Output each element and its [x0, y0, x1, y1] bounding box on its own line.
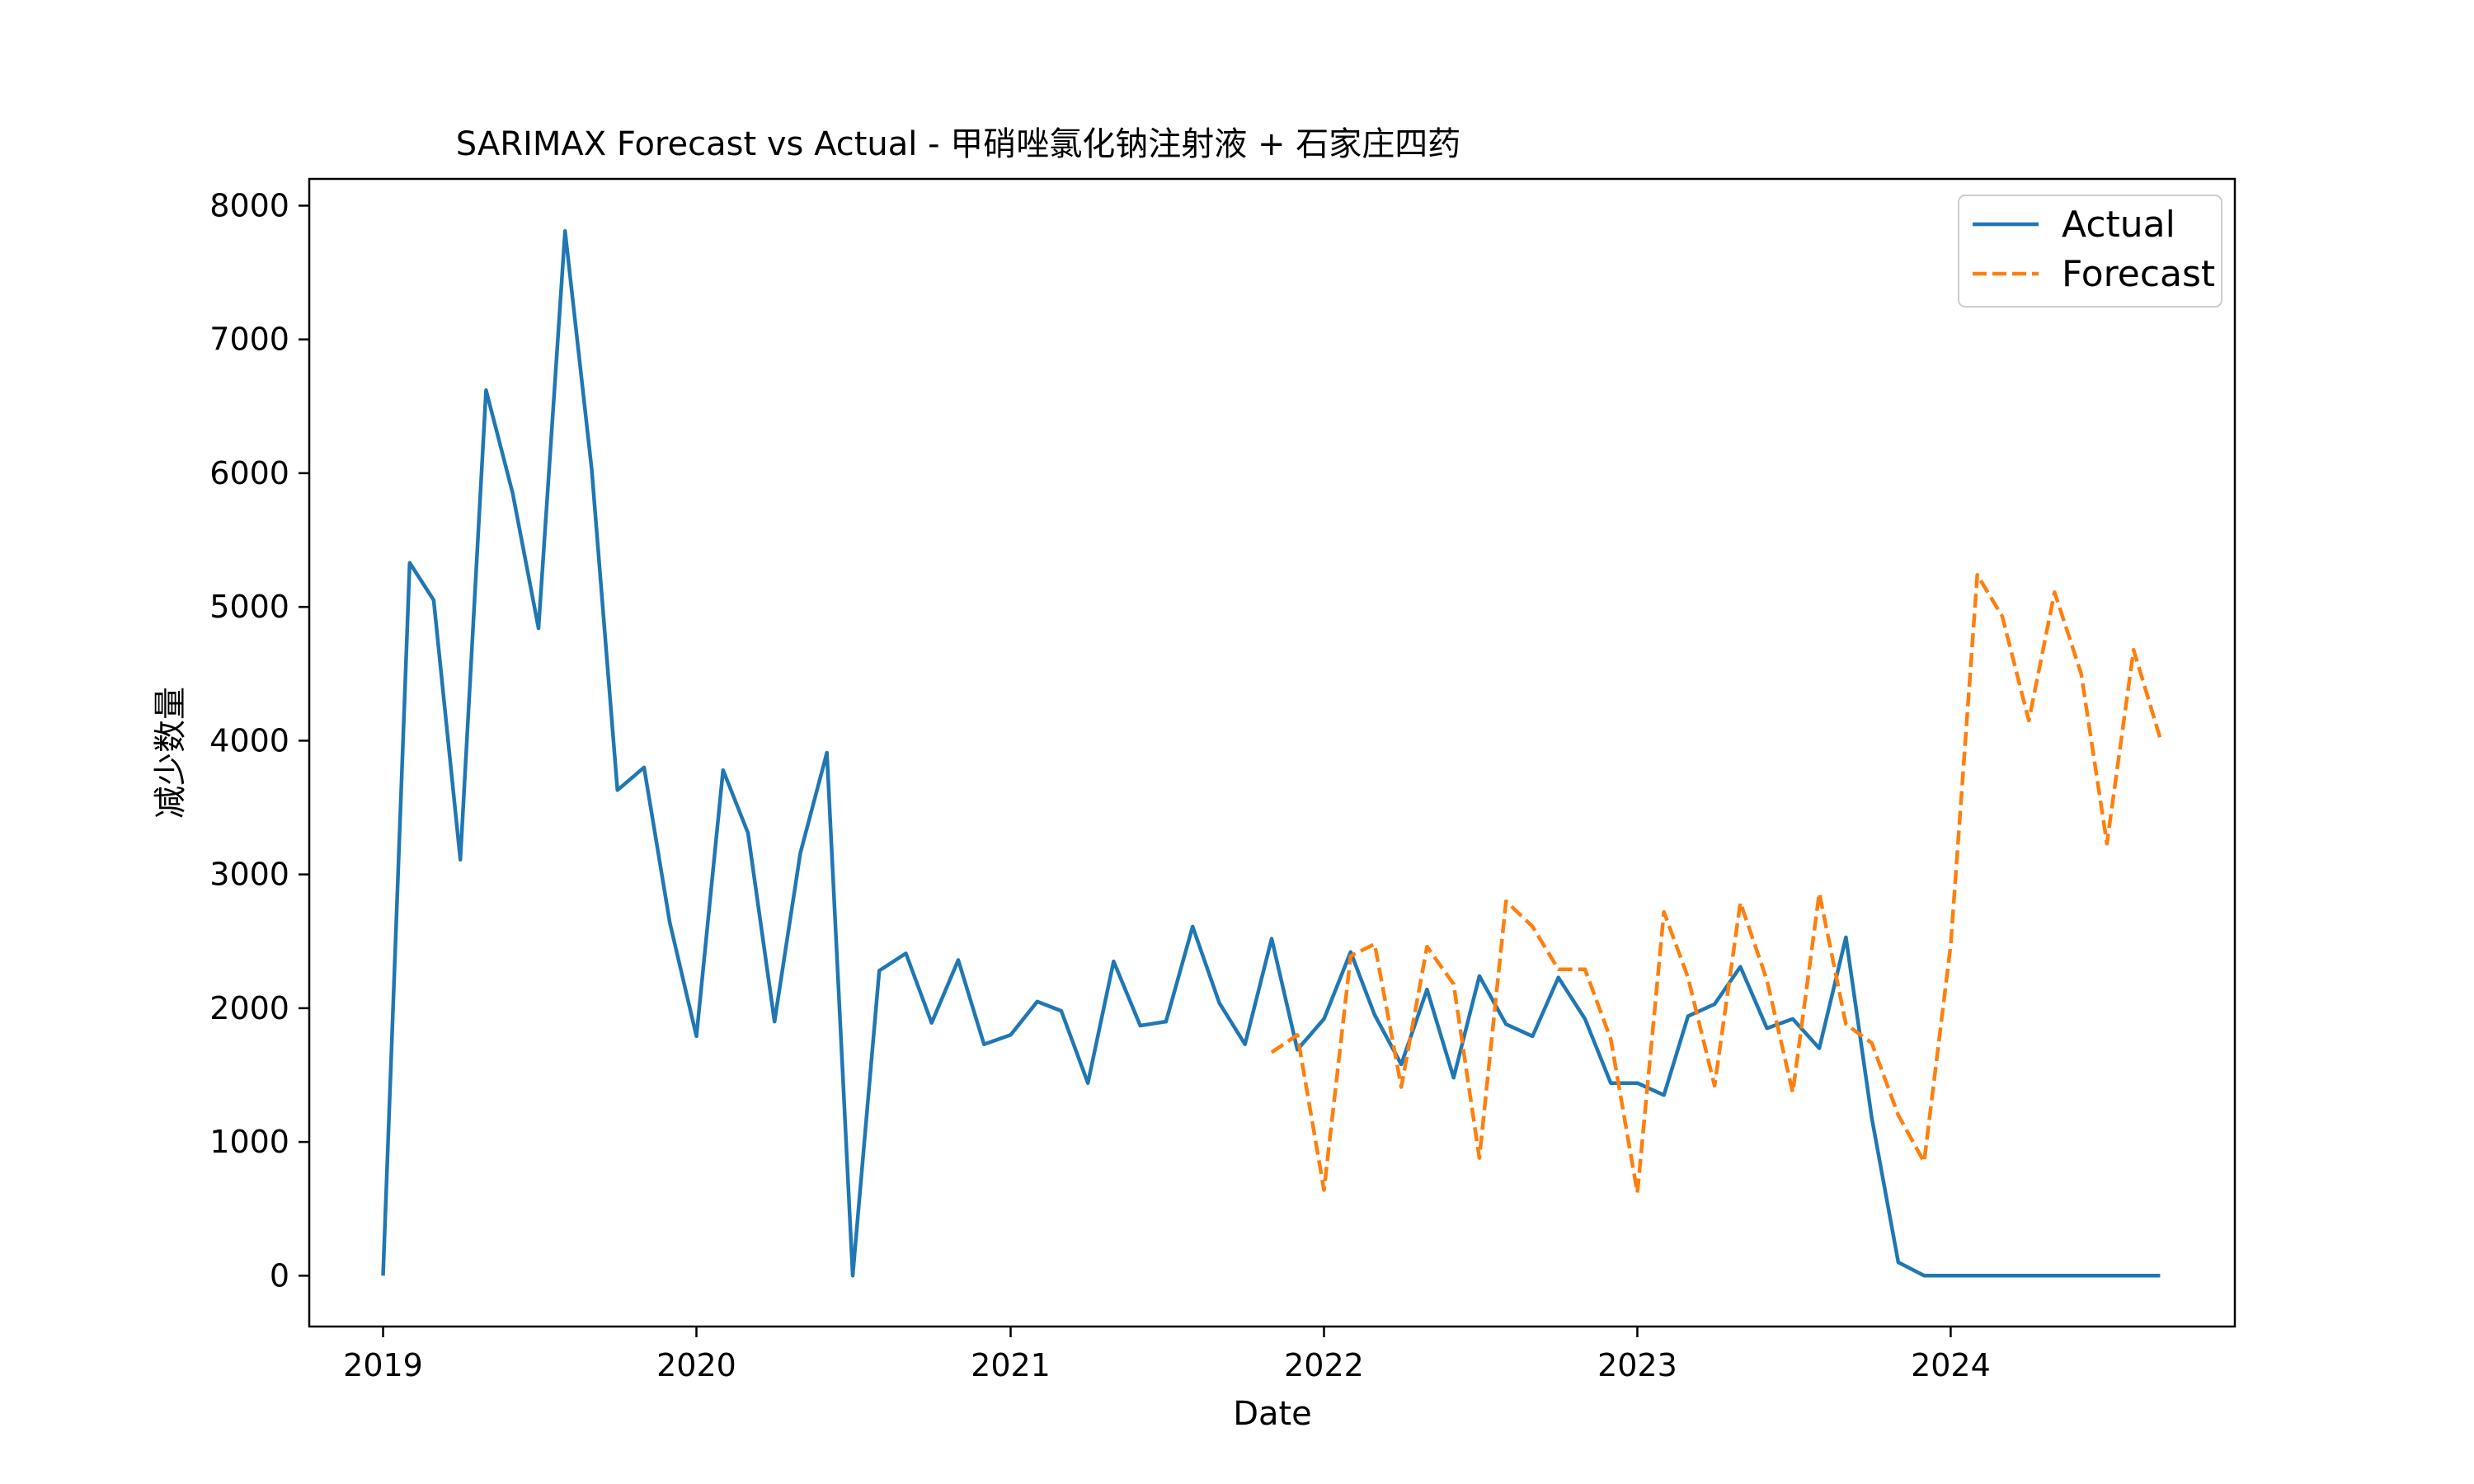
chart-title: SARIMAX Forecast vs Actual - 甲硝唑氯化钠注射液 +… — [456, 125, 1460, 163]
y-tick-label: 1000 — [209, 1124, 289, 1160]
x-tick-label: 2021 — [971, 1347, 1051, 1383]
legend: Actual Forecast — [1958, 195, 2222, 308]
y-tick-label: 6000 — [209, 455, 289, 491]
y-tick-label: 5000 — [209, 589, 289, 625]
y-tick-label: 0 — [270, 1257, 289, 1294]
x-tick-label: 2024 — [1911, 1347, 1991, 1383]
y-axis-label: 减少数量 — [152, 687, 190, 819]
x-tick-label: 2022 — [1284, 1347, 1364, 1383]
x-axis: 2019 2020 2021 2022 2023 2024 — [343, 1327, 1991, 1383]
y-tick-label: 8000 — [209, 187, 289, 223]
legend-label-forecast: Forecast — [2062, 253, 2215, 295]
y-axis: 0 1000 2000 3000 4000 5000 6000 7000 8000 — [209, 187, 309, 1294]
x-tick-label: 2023 — [1597, 1347, 1677, 1383]
y-tick-label: 7000 — [209, 322, 289, 358]
x-tick-label: 2020 — [656, 1347, 736, 1383]
y-tick-label: 4000 — [209, 722, 289, 758]
series-line-actual — [381, 229, 2161, 1278]
x-tick-label: 2019 — [343, 1347, 423, 1383]
series-layer — [381, 229, 2162, 1278]
y-tick-label: 3000 — [209, 857, 289, 893]
plot-frame — [308, 177, 2236, 1328]
x-axis-label: Date — [1233, 1395, 1312, 1433]
legend-label-actual: Actual — [2062, 204, 2175, 246]
y-tick-label: 2000 — [209, 990, 289, 1026]
series-line-forecast — [1270, 572, 2162, 1195]
